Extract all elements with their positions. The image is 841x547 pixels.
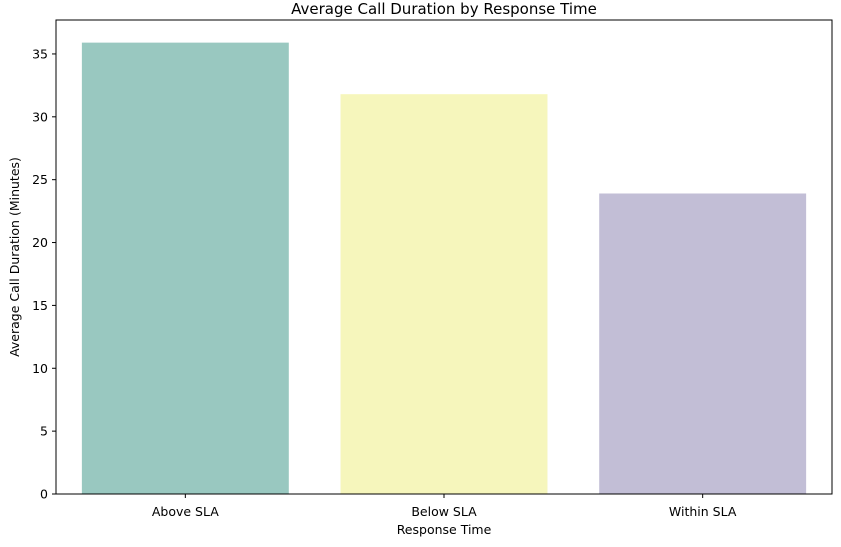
y-tick-label: 15 [32,298,48,313]
chart-title: Average Call Duration by Response Time [291,0,597,18]
y-tick-label: 10 [32,361,48,376]
x-tick-label: Above SLA [152,504,219,519]
y-tick-label: 35 [32,46,48,61]
x-axis-label: Response Time [397,522,492,537]
y-axis: 0 5 10 15 20 25 30 35 [32,46,56,502]
plot-frame [55,19,833,495]
y-tick-label: 25 [32,172,48,187]
y-axis-label: Average Call Duration (Minutes) [7,157,22,357]
x-tick-label: Within SLA [669,504,737,519]
y-tick-label: 30 [32,109,48,124]
y-tick-label: 20 [32,235,48,250]
y-tick-label: 5 [40,424,48,439]
y-tick-label: 0 [40,487,48,502]
bar-above-sla [81,42,289,495]
x-tick-label: Below SLA [411,504,477,519]
x-axis: Above SLA Below SLA Within SLA [152,494,737,519]
bar-below-sla [340,94,548,495]
bars-group [81,42,807,495]
bar-within-sla [599,193,807,494]
